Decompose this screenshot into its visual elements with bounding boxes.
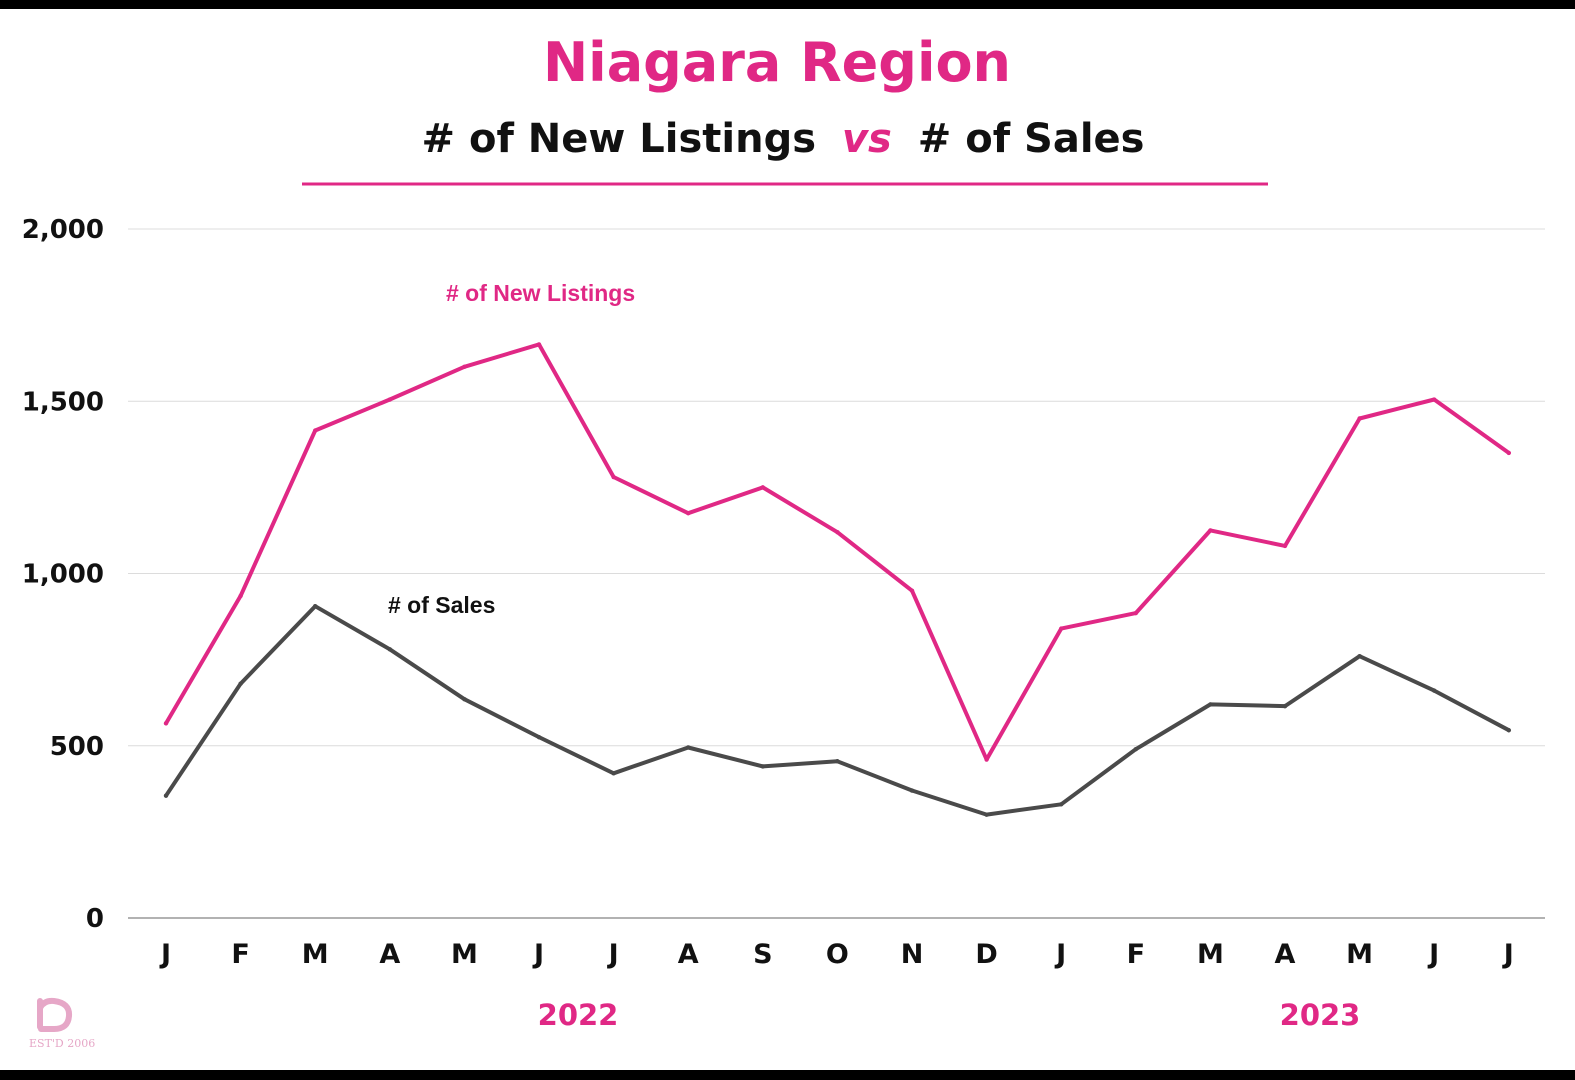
data-point-sales (984, 812, 989, 817)
data-point-sales (313, 604, 318, 609)
year-label-2022: 2022 (538, 998, 619, 1032)
x-tick-label: N (901, 939, 924, 970)
x-tick-label: J (159, 939, 171, 970)
x-tick-label: J (1502, 939, 1514, 970)
x-tick-label: M (451, 939, 478, 970)
x-tick-label: J (532, 939, 544, 970)
data-point-new-listings (1208, 528, 1213, 533)
data-point-new-listings (984, 757, 989, 762)
y-tick-label: 1,000 (22, 560, 104, 590)
data-point-new-listings (1357, 416, 1362, 421)
data-point-new-listings (686, 511, 691, 516)
logo-mark-icon (37, 997, 73, 1032)
series-label-new-listings: # of New Listings (446, 280, 635, 306)
brand-logo: EST'D 2006 (29, 997, 95, 1050)
x-tick-label: J (1054, 939, 1066, 970)
y-tick-label: 500 (50, 732, 104, 762)
data-point-sales (1506, 728, 1512, 733)
data-point-sales (462, 697, 467, 702)
y-tick-label: 2,000 (22, 215, 104, 245)
data-point-sales (909, 788, 915, 793)
x-tick-label: M (302, 939, 329, 970)
subtitle-part1: # of New Listings (422, 116, 817, 162)
data-point-sales (835, 759, 840, 764)
data-point-new-listings (1506, 450, 1512, 456)
data-point-sales (1357, 653, 1362, 659)
x-tick-label: O (826, 939, 849, 970)
chart-subtitle: # of New Listings vs # of Sales (422, 116, 1145, 162)
data-point-sales (760, 764, 765, 769)
y-axis-ticks: 0 500 1,000 1,500 2,000 (22, 215, 104, 934)
data-point-sales (1432, 688, 1437, 693)
x-tick-label: M (1197, 939, 1224, 970)
data-point-sales (611, 771, 616, 776)
series-line-sales (164, 604, 1511, 817)
data-point-new-listings (1432, 397, 1437, 402)
series-lines (163, 342, 1512, 817)
y-tick-label: 0 (86, 904, 104, 934)
data-point-new-listings (611, 474, 616, 480)
chart-frame: Niagara Region # of New Listings vs # of… (0, 9, 1575, 1070)
x-tick-label: J (607, 939, 619, 970)
data-point-sales (163, 793, 169, 798)
data-point-sales (387, 647, 392, 652)
data-point-sales (536, 734, 542, 740)
x-tick-label: D (975, 939, 997, 970)
x-tick-label: M (1346, 939, 1373, 970)
data-point-new-listings (1059, 626, 1064, 631)
data-point-new-listings (462, 364, 467, 369)
x-tick-label: F (1127, 939, 1145, 970)
data-point-new-listings (387, 397, 392, 402)
x-tick-label: F (231, 939, 249, 970)
subtitle-connector: vs (842, 116, 892, 162)
data-point-new-listings (313, 428, 318, 433)
gridlines (128, 228, 1545, 919)
data-point-sales (1133, 746, 1139, 752)
data-point-new-listings (536, 342, 542, 347)
line-chart: Niagara Region # of New Listings vs # of… (22, 31, 1545, 1050)
chart-title: Niagara Region (543, 31, 1011, 94)
x-tick-label: A (678, 939, 699, 970)
data-point-new-listings (238, 593, 243, 599)
year-label-2023: 2023 (1280, 998, 1361, 1032)
data-point-new-listings (760, 485, 765, 490)
data-point-new-listings (909, 588, 915, 593)
data-point-new-listings (1133, 610, 1139, 616)
series-label-sales: # of Sales (388, 592, 495, 618)
data-point-new-listings (835, 529, 840, 535)
subtitle-part2: # of Sales (918, 116, 1145, 162)
year-labels: 2022 2023 (538, 998, 1361, 1032)
x-tick-label: J (1427, 939, 1439, 970)
data-point-new-listings (1282, 543, 1288, 549)
data-point-new-listings (163, 721, 169, 726)
x-tick-label: A (1275, 939, 1296, 970)
data-point-sales (1208, 702, 1213, 707)
y-tick-label: 1,500 (22, 387, 104, 417)
x-tick-label: S (753, 939, 772, 970)
logo-text: EST'D 2006 (29, 1037, 95, 1050)
data-point-sales (1282, 703, 1288, 709)
data-point-sales (686, 745, 691, 750)
x-tick-label: A (379, 939, 400, 970)
data-point-sales (238, 681, 243, 686)
data-point-sales (1059, 802, 1064, 807)
series-line-new-listings (164, 342, 1511, 762)
